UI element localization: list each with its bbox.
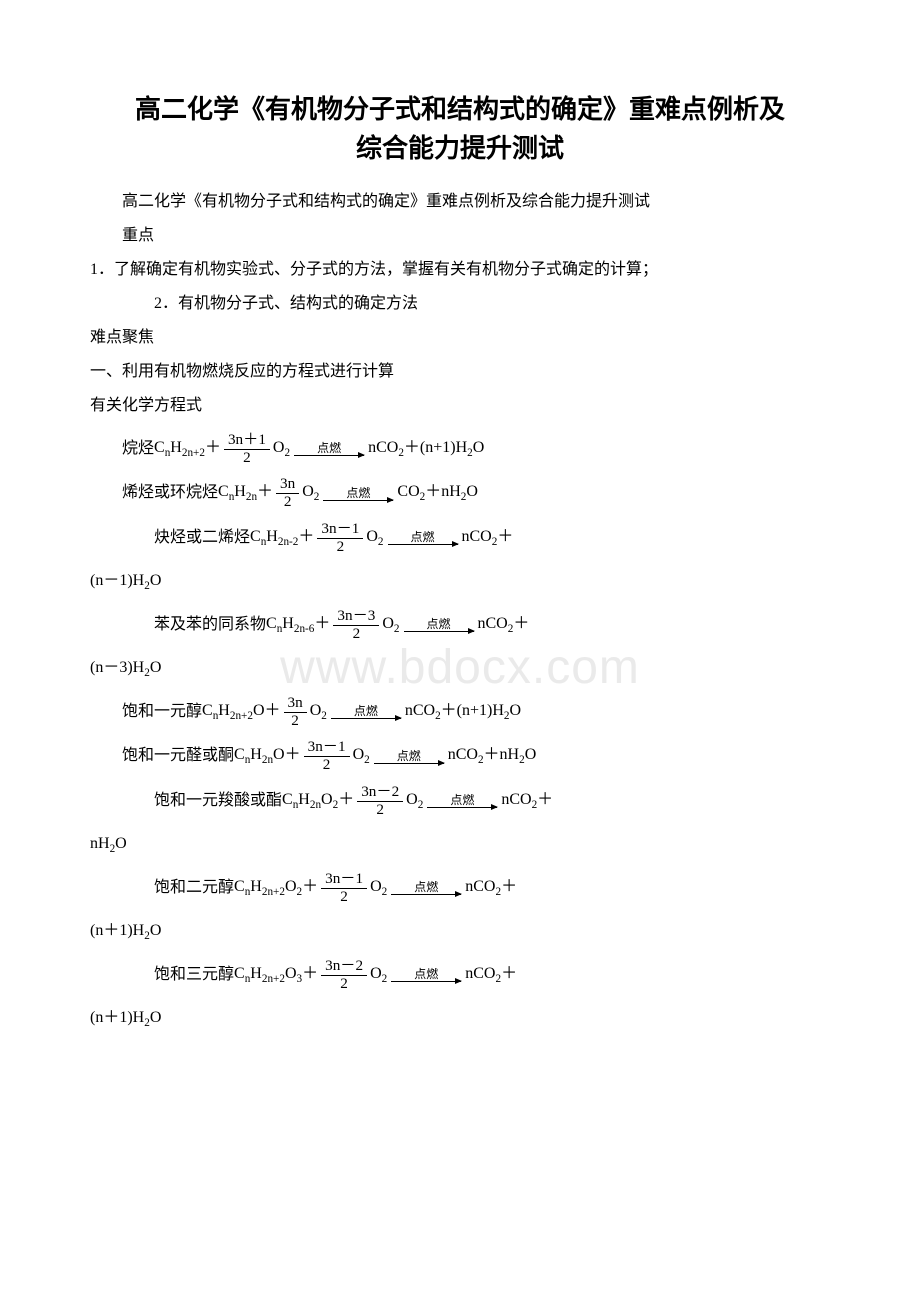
frac-3nm2: 3n－22 (321, 958, 367, 992)
eq-acid-cont: nH2O (90, 828, 830, 861)
frac-3n: 3n2 (276, 476, 299, 510)
eq-text: CnH2n+2O3＋ (234, 963, 318, 988)
eq-triol-prefix: 饱和三元醇 (154, 964, 234, 986)
section-1a: 有关化学方程式 (90, 390, 830, 422)
eq-alkane-prefix: 烷烃 (122, 438, 154, 460)
eq-text: CnH2nO2＋ (282, 789, 354, 814)
eq-aldket: 饱和一元醛或酮 CnH2nO＋ 3n－12 O2 点燃 nCO2＋nH2O (122, 739, 830, 773)
eq-text: nCO2＋ (465, 876, 517, 901)
arrow-combust: 点燃 (294, 442, 364, 456)
page-title: 高二化学《有机物分子式和结构式的确定》重难点例析及 综合能力提升测试 (90, 90, 830, 168)
frac-3nm1: 3n－12 (317, 521, 363, 555)
eq-text: nCO2＋ (501, 789, 553, 814)
eq-text: O2 (406, 789, 423, 814)
arrow-combust: 点燃 (374, 750, 444, 764)
frac-3nm1: 3n－12 (321, 871, 367, 905)
title-line-1: 高二化学《有机物分子式和结构式的确定》重难点例析及 (135, 95, 785, 124)
eq-text: nCO2＋(n+1)H2O (405, 700, 521, 725)
eq-benzene: 苯及苯的同系物 CnH2n-6＋ 3n－32 O2 点燃 nCO2＋ (154, 608, 830, 642)
eq-text: CnH2n-2＋ (250, 526, 314, 551)
eq-text: nCO2＋ (462, 526, 514, 551)
eq-aldket-prefix: 饱和一元醛或酮 (122, 745, 234, 767)
eq-alkyne-prefix: 炔烃或二烯烃 (154, 527, 250, 549)
eq-alkene-prefix: 烯烃或环烷烃 (122, 482, 218, 504)
eq-alcohol-prefix: 饱和一元醇 (122, 701, 202, 723)
eq-triol: 饱和三元醇 CnH2n+2O3＋ 3n－22 O2 点燃 nCO2＋ (154, 958, 830, 992)
eq-text: O2 (273, 437, 290, 462)
eq-benzene-cont: (n－3)H2O (90, 652, 830, 685)
eq-alkane: 烷烃 CnH2n+2＋ 3n＋12 O2 点燃 nCO2＋(n+1)H2O (122, 432, 830, 466)
frac-3nm3: 3n－32 (333, 608, 379, 642)
section-1: 一、利用有机物燃烧反应的方程式进行计算 (90, 356, 830, 388)
eq-diol: 饱和二元醇 CnH2n+2O2＋ 3n－12 O2 点燃 nCO2＋ (154, 871, 830, 905)
eq-text: CnH2n+2O2＋ (234, 876, 318, 901)
frac-3n: 3n2 (284, 695, 307, 729)
arrow-combust: 点燃 (391, 968, 461, 982)
eq-text: CO2＋nH2O (397, 481, 478, 506)
eq-text: nCO2＋ (465, 963, 517, 988)
eq-alkyne-cont: (n－1)H2O (90, 565, 830, 598)
key-point-2: 2．有机物分子式、结构式的确定方法 (90, 288, 830, 320)
eq-text: O2 (353, 744, 370, 769)
eq-text: O2 (370, 963, 387, 988)
eq-text: O2 (310, 700, 327, 725)
eq-alcohol: 饱和一元醇 CnH2n+2O＋ 3n2 O2 点燃 nCO2＋(n+1)H2O (122, 695, 830, 729)
title-line-2: 综合能力提升测试 (356, 134, 564, 163)
frac-3n1: 3n＋12 (224, 432, 270, 466)
eq-text: CnH2nO＋ (234, 744, 301, 769)
eq-diol-prefix: 饱和二元醇 (154, 877, 234, 899)
arrow-combust: 点燃 (388, 531, 458, 545)
key-point-1: 1．了解确定有机物实验式、分子式的方法，掌握有关有机物分子式确定的计算； (90, 254, 830, 286)
subtitle: 高二化学《有机物分子式和结构式的确定》重难点例析及综合能力提升测试 (90, 186, 830, 218)
eq-alkene: 烯烃或环烷烃 CnH2n＋ 3n2 O2 点燃 CO2＋nH2O (122, 476, 830, 510)
eq-acid: 饱和一元羧酸或酯 CnH2nO2＋ 3n－22 O2 点燃 nCO2＋ (154, 784, 830, 818)
key-label: 重点 (90, 220, 830, 252)
eq-acid-prefix: 饱和一元羧酸或酯 (154, 790, 282, 812)
arrow-combust: 点燃 (391, 881, 461, 895)
eq-triol-cont: (n＋1)H2O (90, 1002, 830, 1035)
eq-text: nCO2＋(n+1)H2O (368, 437, 484, 462)
eq-text: O2 (302, 481, 319, 506)
eq-text: CnH2n-6＋ (266, 613, 330, 638)
eq-diol-cont: (n＋1)H2O (90, 915, 830, 948)
frac-3nm2: 3n－22 (357, 784, 403, 818)
arrow-combust: 点燃 (404, 618, 474, 632)
arrow-combust: 点燃 (427, 794, 497, 808)
eq-alkyne: 炔烃或二烯烃 CnH2n-2＋ 3n－12 O2 点燃 nCO2＋ (154, 521, 830, 555)
eq-text: nCO2＋nH2O (448, 744, 537, 769)
arrow-combust: 点燃 (323, 487, 393, 501)
focus-label: 难点聚焦 (90, 322, 830, 354)
eq-text: CnH2n+2＋ (154, 437, 221, 462)
eq-text: O2 (366, 526, 383, 551)
eq-benzene-prefix: 苯及苯的同系物 (154, 614, 266, 636)
eq-text: CnH2n+2O＋ (202, 700, 280, 725)
eq-text: nCO2＋ (478, 613, 530, 638)
document-body: 高二化学《有机物分子式和结构式的确定》重难点例析及 综合能力提升测试 高二化学《… (90, 90, 830, 1035)
frac-3nm1: 3n－12 (304, 739, 350, 773)
arrow-combust: 点燃 (331, 705, 401, 719)
eq-text: CnH2n＋ (218, 481, 273, 506)
eq-text: O2 (382, 613, 399, 638)
eq-text: O2 (370, 876, 387, 901)
